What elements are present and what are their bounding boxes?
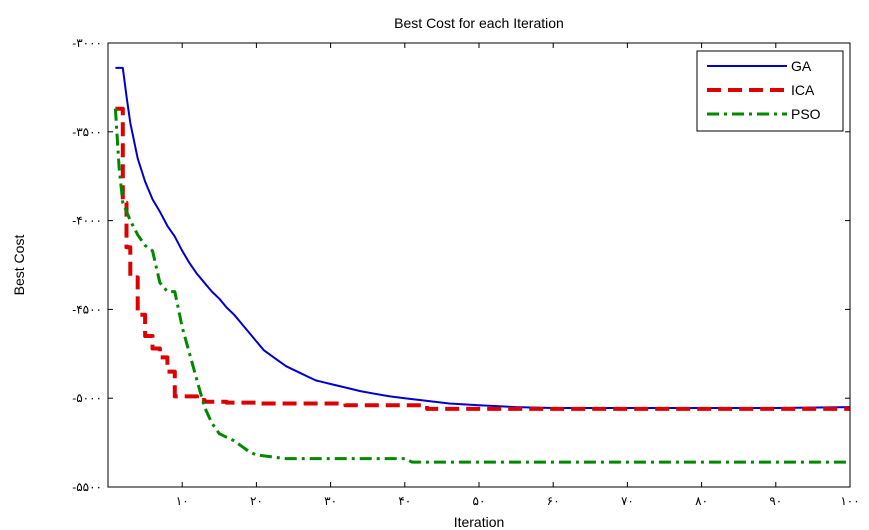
legend-label-ica: ICA [791, 82, 815, 98]
chart-title: Best Cost for each Iteration [394, 15, 564, 31]
x-tick-label: ۹۰ [769, 494, 782, 508]
series-line-ica [115, 106, 850, 411]
y-axis-label: Best Cost [11, 235, 27, 296]
y-tick-label: -۳۵۰۰ [72, 125, 102, 139]
x-tick-label: ۱۰۰ [840, 494, 859, 508]
x-tick-label: ۶۰ [547, 494, 560, 508]
x-tick-label: ۸۰ [695, 494, 708, 508]
x-axis-label: Iteration [454, 514, 505, 530]
x-tick-label: ۳۰ [324, 494, 337, 508]
y-tick-label: -۴۰۰۰ [72, 214, 102, 228]
legend-label-pso: PSO [791, 106, 821, 122]
y-tick-label: -۵۰۰۰ [72, 391, 102, 405]
x-tick-label: ۲۰ [250, 494, 263, 508]
legend: GA ICA PSO [696, 50, 844, 132]
series-line-pso [113, 108, 850, 464]
legend-label-ga: GA [791, 58, 812, 74]
ticks-layer: ۱۰ ۲۰ ۳۰ ۴۰ ۵۰ ۶۰ ۷۰ ۸۰ ۹۰ ۱۰۰ -۳۰۰۰ -۳۵۰۰ -۴۰۰۰ -۴۵۰… [72, 36, 859, 508]
x-tick-label: ۱۰ [176, 494, 189, 508]
x-tick-label: ۵۰ [473, 494, 486, 508]
series-line-ga [115, 66, 851, 409]
series-layer [113, 66, 851, 464]
y-tick-label: -۳۰۰۰ [72, 36, 102, 50]
x-tick-label: ۴۰ [398, 494, 411, 508]
y-tick-label: -۵۵۰۰ [72, 480, 102, 494]
y-tick-label: -۴۵۰۰ [72, 302, 102, 316]
x-tick-label: ۷۰ [621, 494, 634, 508]
